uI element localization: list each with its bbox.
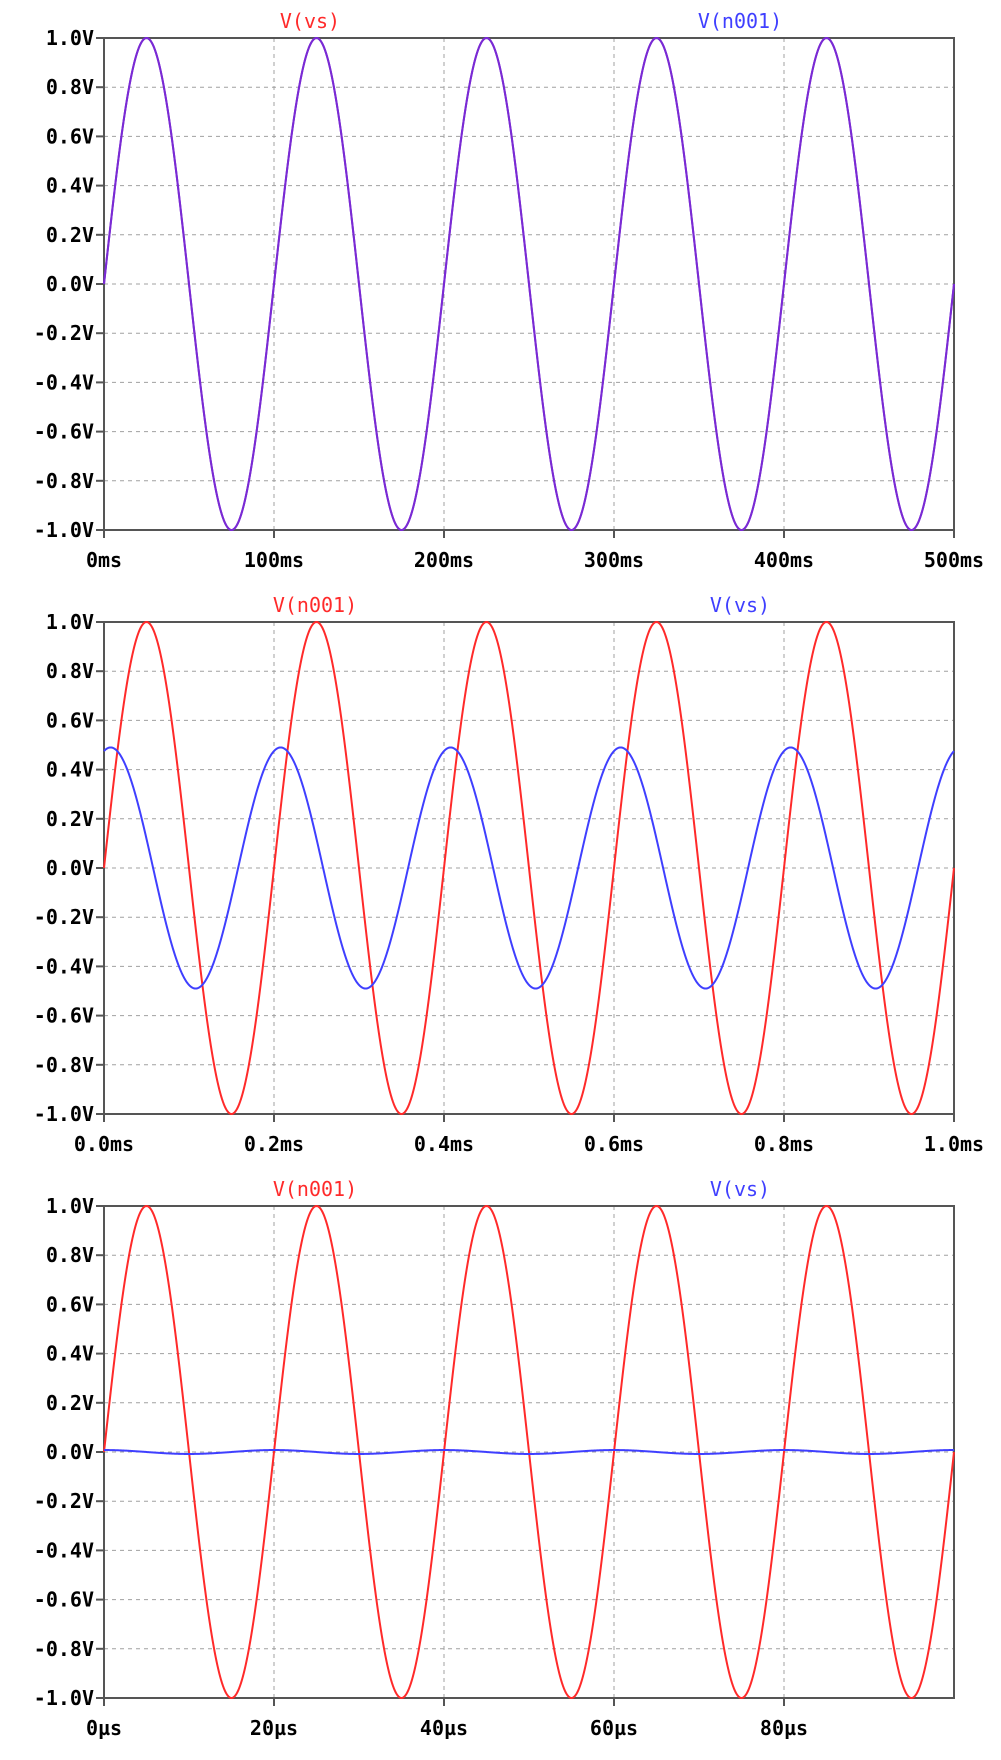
x-tick-label: 0.8ms — [754, 1132, 814, 1156]
series-line-v-n001- — [103, 620, 955, 1116]
plot-panel-2: 1.0V 0.8V 0.6V 0.4V 0.2V 0.0V -0.2V -0.4V -0.6V -… — [34, 593, 984, 1156]
series-line-v-n001- — [103, 36, 955, 532]
y-tick-label: 0.4V — [46, 174, 94, 198]
y-tick-label: 0.2V — [46, 1391, 94, 1415]
x-tick-label: 0.4ms — [414, 1132, 474, 1156]
x-tick-label: 20µs — [250, 1716, 298, 1740]
y-tick-label: 0.0V — [46, 856, 94, 880]
y-tick-label: -1.0V — [34, 1102, 94, 1126]
series-line-v-vs- — [104, 1449, 954, 1455]
x-tick-label: 200ms — [414, 548, 474, 572]
y-tick-label: -0.4V — [34, 370, 94, 394]
y-tick-label: -0.2V — [34, 905, 94, 929]
x-tick-label: 60µs — [590, 1716, 638, 1740]
y-tick-label: 1.0V — [46, 610, 94, 634]
series-line-v-vs- — [103, 746, 955, 990]
y-tick-label: -0.8V — [34, 1637, 94, 1661]
y-tick-label: 0.8V — [46, 659, 94, 683]
y-tick-label: 0.6V — [46, 1292, 94, 1316]
y-tick-label: 0.4V — [46, 1342, 94, 1366]
legend-label[interactable]: V(n001) — [698, 9, 782, 33]
legend-label[interactable]: V(n001) — [273, 1177, 357, 1201]
y-tick-label: 0.0V — [46, 1440, 94, 1464]
x-tick-label: 100ms — [244, 548, 304, 572]
y-tick-label: -0.4V — [34, 954, 94, 978]
x-tick-label: 0.2ms — [244, 1132, 304, 1156]
x-tick-label: 40µs — [420, 1716, 468, 1740]
legend-label[interactable]: V(n001) — [273, 593, 357, 617]
legend-label[interactable]: V(vs) — [710, 593, 770, 617]
x-tick-label: 0ms — [86, 548, 122, 572]
y-tick-label: 0.6V — [46, 708, 94, 732]
x-tick-label: 300ms — [584, 548, 644, 572]
y-tick-label: -0.8V — [34, 469, 94, 493]
x-tick-label: 0.0ms — [74, 1132, 134, 1156]
x-tick-label: 0.6ms — [584, 1132, 644, 1156]
series-line-v-n001- — [103, 1204, 955, 1700]
y-tick-label: 0.2V — [46, 223, 94, 247]
y-tick-label: 0.0V — [46, 272, 94, 296]
y-tick-label: 0.6V — [46, 124, 94, 148]
x-tick-label: 500ms — [924, 548, 984, 572]
x-tick-label: 80µs — [760, 1716, 808, 1740]
y-tick-label: -0.8V — [34, 1053, 94, 1077]
plot-panel-3: 1.0V 0.8V 0.6V 0.4V 0.2V 0.0V -0.2V -0.4V -0.6V -… — [34, 1177, 955, 1740]
y-tick-label: -0.6V — [34, 1004, 94, 1028]
y-tick-label: 0.4V — [46, 758, 94, 782]
x-tick-label: 400ms — [754, 548, 814, 572]
y-tick-label: -0.4V — [34, 1538, 94, 1562]
legend-label[interactable]: V(vs) — [280, 9, 340, 33]
y-tick-label: -0.2V — [34, 1489, 94, 1513]
y-tick-label: 0.2V — [46, 807, 94, 831]
y-tick-label: -0.6V — [34, 420, 94, 444]
legend-label[interactable]: V(vs) — [710, 1177, 770, 1201]
y-tick-label: 1.0V — [46, 1194, 94, 1218]
y-tick-label: -0.2V — [34, 321, 94, 345]
y-tick-label: 1.0V — [46, 26, 94, 50]
y-tick-label: -1.0V — [34, 1686, 94, 1710]
y-tick-label: -0.6V — [34, 1588, 94, 1612]
y-tick-label: -1.0V — [34, 518, 94, 542]
x-tick-label: 1.0ms — [924, 1132, 984, 1156]
x-tick-label: 0µs — [86, 1716, 122, 1740]
plot-panel-1: 1.0V 0.8V 0.6V 0.4V 0.2V 0.0V -0.2V -0.4V -0.6V -… — [34, 9, 984, 572]
y-tick-label: 0.8V — [46, 75, 94, 99]
y-tick-label: 0.8V — [46, 1243, 94, 1267]
